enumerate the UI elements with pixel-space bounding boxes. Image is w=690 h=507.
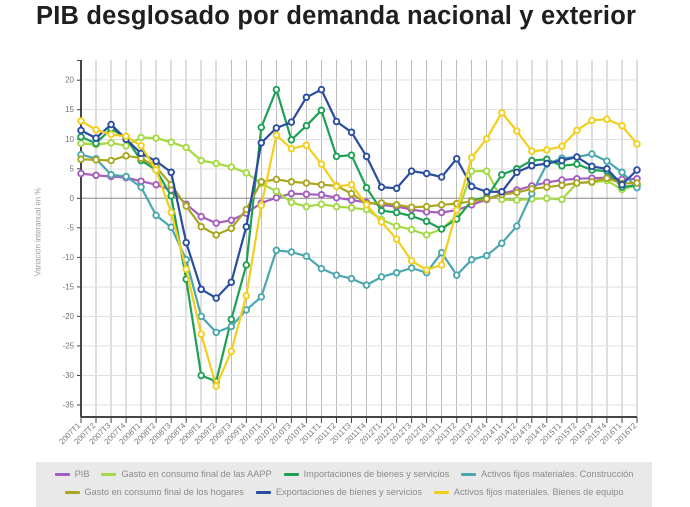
svg-text:20: 20 xyxy=(65,76,74,85)
svg-text:-35: -35 xyxy=(62,401,74,410)
svg-text:-30: -30 xyxy=(62,371,74,380)
svg-text:-20: -20 xyxy=(62,312,74,321)
svg-text:15: 15 xyxy=(65,105,74,114)
svg-text:5: 5 xyxy=(70,164,75,173)
svg-text:Variación interanual en %: Variación interanual en % xyxy=(34,188,43,276)
svg-text:10: 10 xyxy=(65,135,74,144)
svg-text:-10: -10 xyxy=(62,253,74,262)
svg-text:0: 0 xyxy=(70,194,75,203)
svg-text:-25: -25 xyxy=(62,341,74,350)
svg-text:-15: -15 xyxy=(62,282,74,291)
svg-text:-5: -5 xyxy=(67,223,75,232)
